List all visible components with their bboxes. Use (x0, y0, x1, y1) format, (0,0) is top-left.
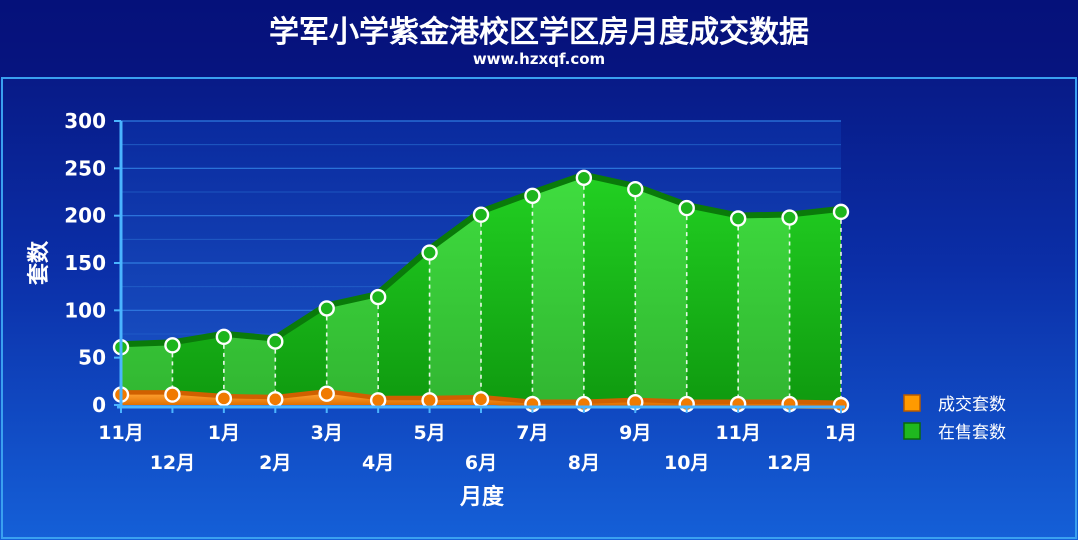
y-tick-label: 50 (78, 346, 106, 370)
x-tick-label: 7月 (516, 422, 548, 444)
sale-point (421, 244, 438, 261)
x-tick-label: 11月 (98, 422, 143, 444)
deal-point (215, 390, 233, 407)
y-tick-labels: 0 50 100 150 200 250 300 (64, 109, 121, 417)
y-tick-label: 150 (64, 251, 106, 275)
legend-label-sale: 在售套数 (938, 423, 1006, 443)
sale-point (678, 199, 695, 217)
sale-point (318, 300, 335, 317)
sale-point (781, 209, 798, 226)
sale-area-band (738, 217, 790, 405)
sale-point (472, 206, 490, 223)
x-tick-label: 1月 (825, 422, 857, 444)
legend-swatch-sale (903, 422, 921, 440)
header-band (0, 0, 1078, 78)
area-layer (112, 169, 850, 414)
deal-point (472, 391, 490, 408)
sale-area-band (532, 177, 584, 405)
chart-frame (1, 77, 1077, 539)
sale-point (524, 187, 541, 204)
x-tick-label: 10月 (664, 452, 709, 474)
deal-point (421, 392, 438, 409)
x-tick-label: 4月 (362, 452, 394, 474)
sale-area-band (223, 336, 276, 405)
sale-point (215, 328, 233, 346)
chart-subtitle: www.hzxqf.com (473, 50, 605, 68)
x-tick-labels: 11月 12月 1月 2月 3月 4月 5月 6月 7月 8月 9月 10月 11月 12月 1月 (98, 407, 857, 474)
y-tick-label: 100 (64, 298, 106, 322)
y-tick-label: 0 (92, 393, 106, 417)
x-tick-label: 6月 (465, 452, 497, 474)
legend: 成交套数 在售套数 (903, 394, 1006, 443)
deal-point (369, 392, 387, 409)
x-tick-label: 12月 (767, 452, 812, 474)
x-tick-label: 3月 (311, 422, 343, 444)
y-tick-label: 300 (64, 109, 106, 133)
x-tick-label: 12月 (150, 452, 195, 474)
y-tick-label: 200 (64, 204, 106, 228)
deal-point (318, 385, 335, 402)
x-tick-label: 1月 (208, 422, 240, 444)
sale-series-area (121, 177, 841, 405)
sale-point (729, 210, 747, 227)
legend-swatch-deal (903, 394, 921, 412)
x-tick-label: 2月 (259, 452, 291, 474)
sale-point (164, 337, 181, 354)
y-tick-label: 250 (64, 156, 106, 180)
deal-point (164, 386, 181, 403)
x-tick-label: 8月 (568, 452, 600, 474)
x-axis-title: 月度 (459, 484, 505, 510)
y-axis-title: 套数 (26, 240, 52, 285)
sale-area-band (635, 189, 687, 405)
sale-point (369, 288, 387, 306)
sale-point (627, 180, 644, 198)
sale-point (267, 333, 284, 350)
x-tick-label: 5月 (413, 422, 445, 444)
sale-area-band (326, 297, 379, 405)
x-tick-label: 11月 (715, 422, 760, 444)
sale-point (575, 169, 593, 187)
sale-area-band (429, 214, 481, 405)
deal-point (267, 391, 284, 408)
x-tick-label: 9月 (619, 422, 651, 444)
chart-title: 学军小学紫金港校区学区房月度成交数据 (269, 15, 809, 50)
sale-point (832, 203, 850, 221)
legend-label-deal: 成交套数 (938, 395, 1006, 415)
